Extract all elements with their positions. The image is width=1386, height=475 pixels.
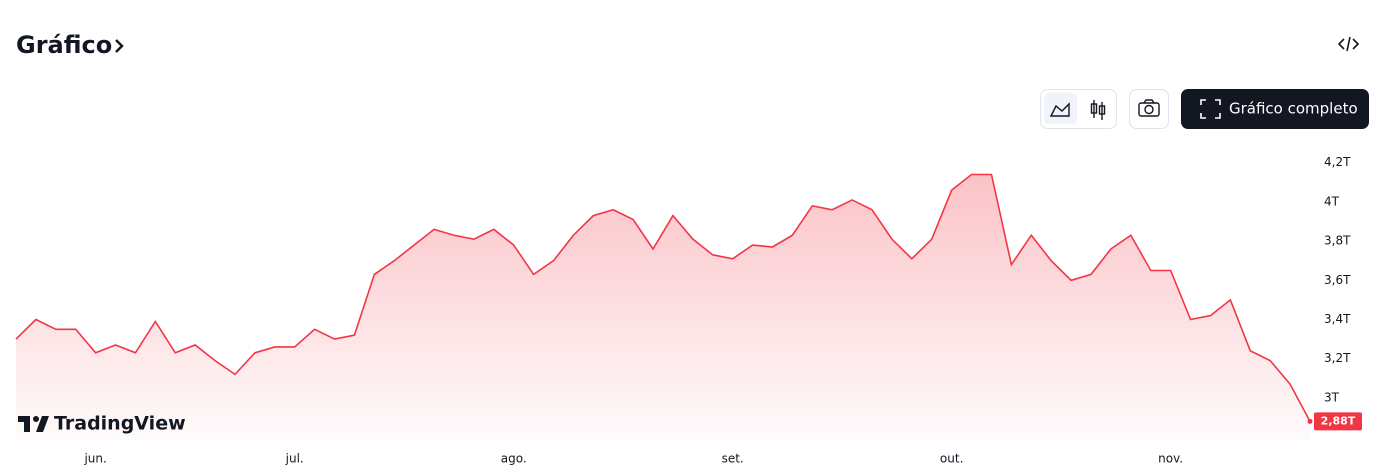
y-tick-label: 3,4T [1324, 312, 1351, 326]
y-tick-label: 3,8T [1324, 234, 1351, 248]
fullscreen-icon [1200, 99, 1221, 119]
x-tick-label: jun. [83, 452, 106, 466]
snapshot-button[interactable] [1129, 89, 1169, 129]
last-point [1307, 418, 1313, 424]
x-tick-label: nov. [1158, 452, 1183, 466]
embed-icon[interactable] [1337, 36, 1360, 52]
full-chart-label[interactable]: Gráfico completo [1229, 100, 1358, 118]
last-value-box [1314, 412, 1362, 431]
watermark: TradingView [54, 413, 186, 435]
x-tick-label: jul. [285, 452, 304, 466]
camera-icon [1138, 99, 1160, 117]
tradingview-logo: TradingView [18, 413, 186, 435]
price-line [15, 173, 1311, 422]
full-chart-button[interactable] [1181, 89, 1369, 129]
y-tick-label: 4T [1324, 194, 1340, 208]
y-tick-label: 3,6T [1324, 273, 1351, 287]
page-title[interactable]: Gráfico [16, 31, 112, 59]
y-tick-label: 3,2T [1324, 351, 1351, 365]
area-style-button[interactable] [1044, 93, 1077, 124]
x-tick-label: ago. [501, 452, 527, 466]
candle-style-button[interactable] [1090, 100, 1106, 120]
y-tick-label: 4,2T [1324, 155, 1351, 169]
x-tick-label: out. [940, 452, 963, 466]
area-fill [16, 174, 1310, 441]
x-tick-label: set. [722, 452, 744, 466]
chevron-icon[interactable] [115, 39, 124, 53]
area-icon [1049, 102, 1070, 117]
y-tick-label: 3T [1324, 390, 1340, 404]
last-value-label: 2,88T [1321, 414, 1356, 427]
